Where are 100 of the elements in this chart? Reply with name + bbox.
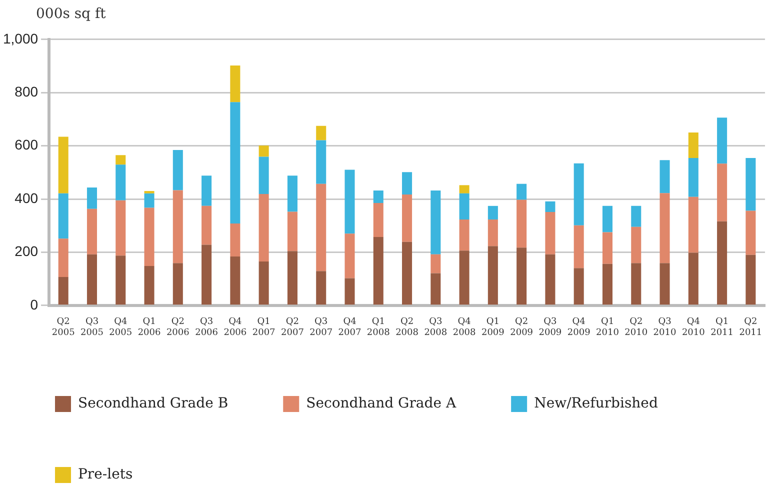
bar: [717, 221, 728, 305]
bar: [660, 193, 670, 264]
bar: [488, 246, 498, 305]
bar: [316, 126, 326, 140]
bar: [86, 254, 98, 305]
bar: [545, 212, 556, 254]
x-tick-label: Q2 2005: [52, 317, 76, 338]
bar: [116, 164, 126, 200]
bar: [717, 118, 728, 164]
y-tick-label: 400: [14, 190, 38, 206]
bar: [631, 206, 642, 227]
bar: [144, 266, 154, 305]
x-tick-label: Q4 2010: [682, 317, 706, 338]
x-tick-label: Q1 2006: [138, 317, 161, 338]
bar: [430, 190, 441, 254]
y-tick-label: 200: [14, 243, 38, 260]
bar: [316, 140, 326, 184]
bar: [287, 212, 298, 252]
bar: [660, 263, 670, 305]
legend-label: Pre-lets: [78, 466, 133, 483]
bar: [373, 202, 384, 238]
bar: [316, 184, 326, 272]
x-tick-label: Q3 2010: [653, 317, 676, 338]
x-tick-label: Q1 2007: [252, 317, 276, 338]
x-tick-label: Q2 2011: [739, 317, 762, 338]
x-tick-label: Q4 2005: [109, 317, 132, 338]
bar: [574, 268, 584, 305]
bar: [545, 254, 556, 305]
bar: [287, 251, 298, 305]
bar: [602, 264, 612, 305]
bar: [516, 248, 527, 305]
bar: [58, 276, 68, 305]
bar: [172, 150, 183, 190]
bar: [172, 263, 183, 305]
y-tick-label: 800: [14, 83, 38, 100]
legend-label: Secondhand Grade A: [306, 396, 457, 412]
bar: [86, 188, 98, 209]
bar: [316, 271, 326, 305]
bar: [287, 176, 298, 212]
bar: [459, 185, 470, 194]
bar: [144, 193, 154, 208]
legend-label: New/Refurbished: [534, 396, 658, 412]
bar: [430, 254, 441, 274]
bar: [660, 160, 670, 194]
bar: [459, 193, 470, 220]
bar: [746, 254, 756, 305]
bar: [202, 244, 212, 305]
x-tick-label: Q1 2008: [366, 317, 390, 338]
bar: [574, 163, 584, 226]
bar: [746, 158, 756, 211]
y-axis-title: 000s sq ft: [36, 6, 106, 22]
legend-label: Secondhand Grade B: [78, 396, 228, 412]
bar: [230, 102, 240, 224]
bar: [602, 232, 612, 264]
x-tick-label: Q4 2007: [338, 317, 362, 338]
bar: [402, 242, 412, 305]
y-tick-label: 0: [30, 296, 38, 312]
bar: [688, 132, 698, 158]
bar: [58, 136, 68, 194]
bar: [688, 158, 698, 197]
bar: [144, 208, 154, 266]
bar: [373, 237, 384, 305]
bar: [602, 206, 612, 232]
bar: [116, 256, 126, 305]
bar: [746, 210, 756, 255]
bar: [688, 252, 698, 305]
y-tick-label: 1,000: [2, 30, 38, 46]
bar: [488, 219, 498, 246]
bar: [258, 194, 269, 262]
bar: [258, 146, 269, 157]
bar: [116, 155, 126, 165]
bar: [258, 156, 269, 194]
bar: [258, 262, 269, 305]
x-tick-label: Q2 2010: [624, 317, 648, 338]
bar: [631, 226, 642, 264]
bar: [344, 278, 355, 305]
bar: [86, 208, 98, 254]
bar: [373, 190, 384, 203]
bar: [459, 250, 470, 305]
bar: [717, 164, 728, 222]
x-tick-label: Q3 2006: [195, 317, 218, 338]
x-tick-label: Q4 2009: [567, 317, 591, 338]
bar: [430, 273, 441, 305]
x-tick-label: Q1 2010: [596, 317, 620, 338]
bar: [402, 194, 412, 242]
x-tick-label: Q1 2009: [481, 317, 505, 338]
bar: [516, 200, 527, 248]
x-tick-label: Q4 2006: [224, 317, 247, 338]
x-tick-label: Q3 2007: [310, 317, 333, 338]
bar: [230, 65, 240, 102]
bar: [172, 190, 183, 264]
bar: [459, 219, 470, 251]
bar: [545, 201, 556, 212]
bar: [688, 196, 698, 253]
bar: [574, 225, 584, 268]
x-tick-label: Q2 2006: [166, 317, 190, 338]
x-tick-label: Q2 2009: [510, 317, 534, 338]
x-tick-label: Q1 2011: [710, 317, 734, 338]
bar: [516, 184, 527, 200]
x-tick-label: Q3 2008: [424, 317, 448, 338]
